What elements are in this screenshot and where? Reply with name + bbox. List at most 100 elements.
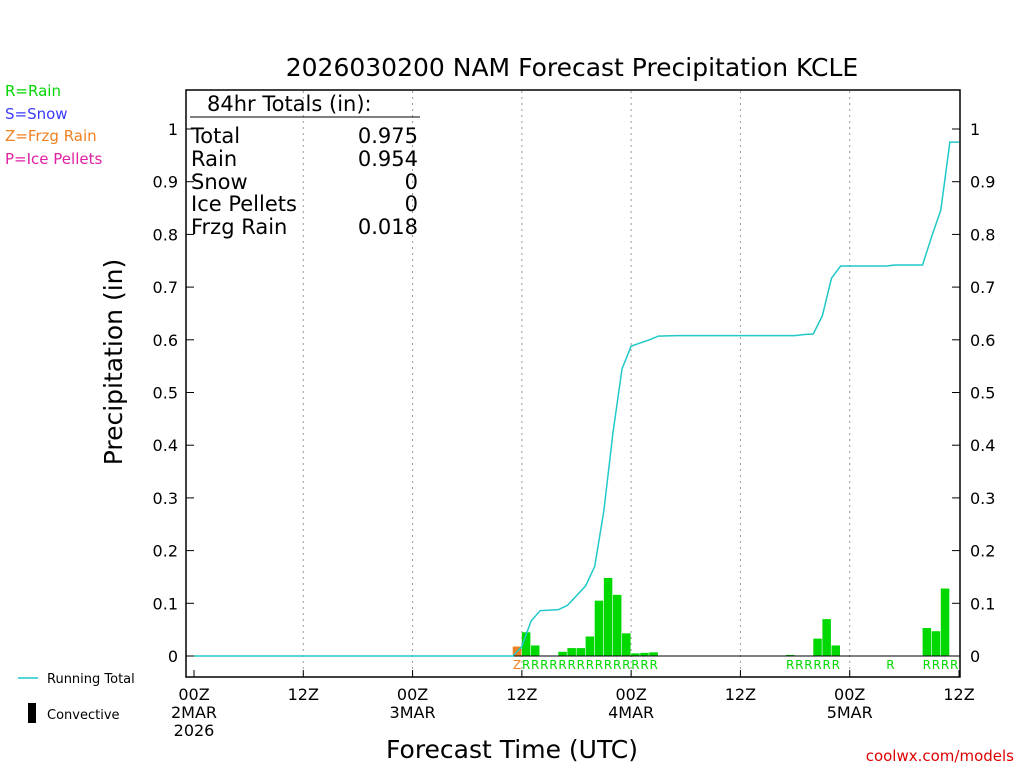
- precip-type-letter: R: [558, 658, 566, 672]
- x-tick-label: 3MAR: [390, 703, 436, 722]
- totals-label-rain: Rain: [191, 147, 237, 171]
- y-tick-label-left: 0: [168, 647, 178, 666]
- precip-type-letter: R: [595, 658, 603, 672]
- totals-value-rain: 0.954: [358, 147, 418, 171]
- y-tick-label-right: 1: [970, 120, 980, 139]
- precip-type-letter: Z: [513, 658, 521, 672]
- precip-type-letter: R: [631, 658, 639, 672]
- y-tick-label-left: 0.6: [153, 331, 178, 350]
- totals-label-ice-pellets: Ice Pellets: [191, 192, 297, 216]
- plot-frame: [185, 89, 961, 678]
- precip-bar: [922, 628, 932, 656]
- y-tick-label-right: 0.9: [970, 173, 995, 192]
- x-tick-label: 4MAR: [608, 703, 654, 722]
- y-tick-label-right: 0.5: [970, 384, 995, 403]
- credit-link[interactable]: coolwx.com/models: [866, 747, 1014, 765]
- precip-bar: [521, 632, 531, 656]
- totals-box: 84hr Totals (in): Total 0.975 Rain 0.954…: [190, 92, 420, 239]
- y-tick-label-left: 0.8: [153, 225, 178, 244]
- precip-type-letter: R: [886, 658, 894, 672]
- precip-type-letter: R: [832, 658, 840, 672]
- precip-type-letter: R: [932, 658, 940, 672]
- totals-label-snow: Snow: [191, 170, 248, 194]
- chart-title: 2026030200 NAM Forecast Precipitation KC…: [286, 53, 858, 82]
- y-tick-label-right: 0.7: [970, 278, 995, 297]
- precip-bar: [530, 645, 540, 656]
- precip-type-letter: R: [950, 658, 958, 672]
- precip-type-letter: R: [941, 658, 949, 672]
- precip-type-letter: R: [613, 658, 621, 672]
- totals-value-ice-pellets: 0: [405, 192, 418, 216]
- totals-value-frzg-rain: 0.018: [358, 215, 418, 239]
- vertical-gridlines: [302, 91, 851, 676]
- precip-bar: [931, 631, 941, 656]
- precip-type-letter: R: [604, 658, 612, 672]
- x-tick-label: 2MAR: [171, 703, 217, 722]
- precip-bar: [785, 654, 795, 656]
- precip-type-letter: R: [649, 658, 657, 672]
- y-tick-label-left: 0.7: [153, 278, 178, 297]
- precip-bar: [612, 594, 622, 656]
- totals-value-total: 0.975: [358, 124, 418, 148]
- precip-type-letter: R: [540, 658, 548, 672]
- precip-bar: [558, 651, 567, 656]
- y-tick-label-right: 0.2: [970, 542, 995, 561]
- totals-header: 84hr Totals (in):: [207, 92, 372, 116]
- precip-bar: [622, 633, 631, 656]
- precip-type-letter: R: [822, 658, 830, 672]
- precip-bar: [649, 652, 658, 656]
- precip-bar: [576, 648, 586, 656]
- precip-bar: [940, 588, 950, 656]
- precip-type-letter: R: [531, 658, 539, 672]
- y-tick-label-right: 0.3: [970, 489, 995, 508]
- precip-type-letter: R: [577, 658, 585, 672]
- precip-bar: [585, 636, 595, 656]
- legend-snow: S=Snow: [5, 105, 68, 123]
- legend-ice-pellets: P=Ice Pellets: [5, 150, 102, 168]
- precip-type-letter: R: [795, 658, 803, 672]
- y-tick-label-left: 0.4: [153, 436, 178, 455]
- totals-label-total: Total: [190, 124, 240, 148]
- precip-bar: [831, 645, 841, 656]
- hourly-precip-bars: [512, 578, 959, 656]
- y-tick-label-left: 0.2: [153, 542, 178, 561]
- x-tick-label: 12Z: [725, 685, 756, 704]
- x-tick-label: 5MAR: [827, 703, 873, 722]
- y-tick-label-left: 0.1: [153, 594, 178, 613]
- precip-bar: [603, 578, 613, 656]
- legend-rain: R=Rain: [5, 82, 61, 100]
- convective-swatch: [28, 703, 36, 723]
- precip-type-letter: R: [549, 658, 557, 672]
- precip-type-letter: R: [586, 658, 594, 672]
- y-tick-label-left: 0.5: [153, 384, 178, 403]
- y-tick-label-left: 0.9: [153, 173, 178, 192]
- x-axis-title: Forecast Time (UTC): [386, 735, 638, 764]
- convective-legend-label: Convective: [47, 708, 120, 723]
- y-axis-title: Precipitation (in): [99, 259, 128, 466]
- y-tick-label-left: 0.3: [153, 489, 178, 508]
- y-tick-label-right: 0: [970, 647, 980, 666]
- y-tick-label-left: 1: [168, 120, 178, 139]
- precip-type-legend: R=Rain S=Snow Z=Frzg Rain P=Ice Pellets: [5, 82, 102, 168]
- totals-label-frzg-rain: Frzg Rain: [191, 215, 287, 239]
- precip-bar: [631, 653, 640, 656]
- precip-bar: [567, 648, 576, 656]
- x-tick-label: 00Z: [178, 685, 209, 704]
- x-tick-label: 12Z: [943, 685, 974, 704]
- running-total-line: [194, 141, 959, 657]
- y-tick-label-right: 0.6: [970, 331, 995, 350]
- precip-type-letter: R: [804, 658, 812, 672]
- running-total-legend-label: Running Total: [47, 672, 135, 687]
- precip-type-letter: R: [786, 658, 794, 672]
- y-axis: 0 00.1 0.10.2 0.20.3 0.30.4 0.40.5 0.50.6 0.60.…: [153, 120, 996, 666]
- legend-frzg-rain: Z=Frzg Rain: [5, 127, 97, 145]
- y-tick-label-right: 0.4: [970, 436, 995, 455]
- x-tick-label: 2026: [174, 721, 215, 740]
- x-tick-label: 12Z: [288, 685, 319, 704]
- line-legend: Running Total Convective: [18, 672, 135, 723]
- precip-bar: [594, 600, 604, 656]
- x-tick-label: 00Z: [615, 685, 646, 704]
